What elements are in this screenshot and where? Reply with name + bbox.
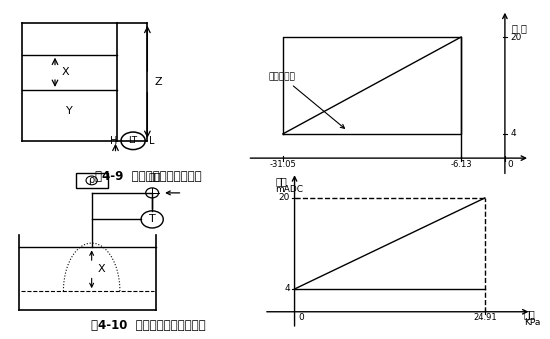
Text: -31.05: -31.05 bbox=[270, 160, 296, 169]
Text: X: X bbox=[98, 264, 106, 274]
Text: LT: LT bbox=[129, 136, 138, 145]
Text: 输入: 输入 bbox=[524, 310, 536, 320]
Text: T: T bbox=[149, 214, 156, 224]
Text: 输出: 输出 bbox=[276, 176, 287, 186]
Text: 输 出: 输 出 bbox=[512, 23, 527, 33]
Bar bbox=[75, 173, 108, 188]
Text: 空气: 空气 bbox=[148, 171, 161, 181]
Text: Z: Z bbox=[154, 77, 162, 87]
Text: 零位负迁移: 零位负迁移 bbox=[269, 73, 344, 128]
Text: 20: 20 bbox=[279, 194, 290, 202]
Text: 图4-10  开口容器液体测量举例: 图4-10 开口容器液体测量举例 bbox=[91, 319, 206, 332]
Text: ρ: ρ bbox=[89, 175, 95, 185]
Text: L: L bbox=[148, 136, 154, 146]
Text: 4: 4 bbox=[510, 129, 516, 138]
Text: 0: 0 bbox=[507, 160, 513, 169]
Text: 24.91: 24.91 bbox=[473, 313, 497, 322]
Text: -6.13: -6.13 bbox=[450, 160, 472, 169]
Text: 20: 20 bbox=[510, 33, 522, 42]
Circle shape bbox=[146, 188, 158, 198]
Text: 0: 0 bbox=[298, 313, 304, 322]
Text: KPa: KPa bbox=[524, 318, 540, 326]
Text: X: X bbox=[62, 67, 69, 77]
Text: mADC: mADC bbox=[276, 185, 304, 194]
Text: 4: 4 bbox=[284, 284, 290, 294]
Text: Y: Y bbox=[66, 105, 73, 116]
Text: 图4-9  开口容器液体测量举例: 图4-9 开口容器液体测量举例 bbox=[95, 170, 202, 182]
Text: H: H bbox=[111, 136, 118, 146]
